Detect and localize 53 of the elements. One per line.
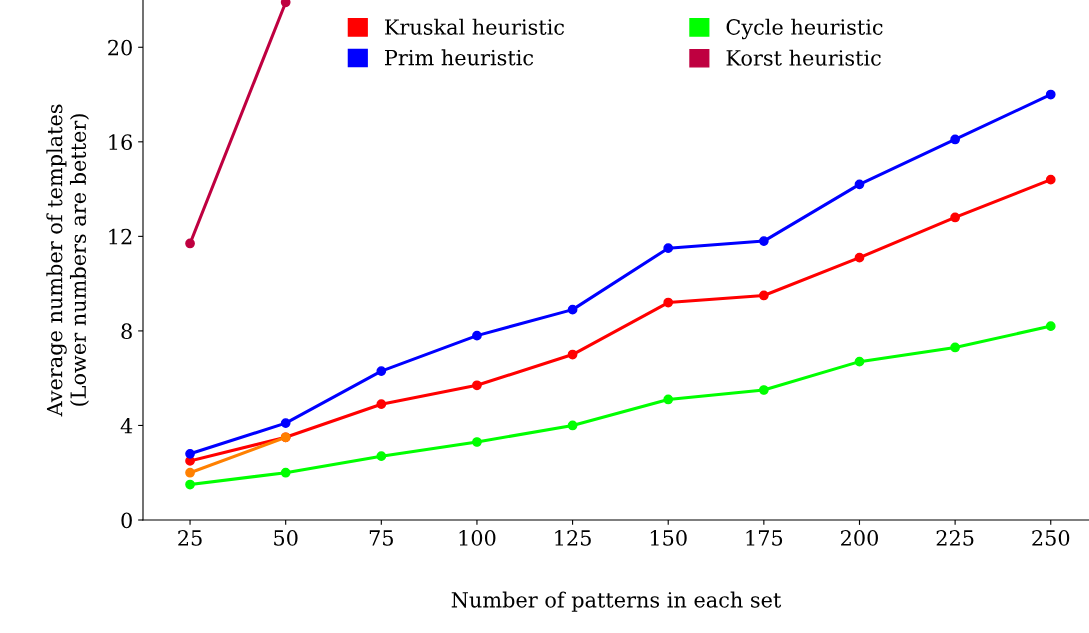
y-tick-label: 0: [121, 512, 132, 529]
point: [950, 134, 960, 145]
point: [472, 380, 482, 391]
x-tick-label: 150: [650, 530, 687, 546]
x-tick-label: 125: [555, 530, 591, 546]
point: [1045, 321, 1056, 332]
x-tick-label: 175: [746, 530, 783, 546]
x-tick-label: 225: [936, 530, 974, 546]
y-tick-label: 20: [108, 39, 132, 56]
point: [758, 236, 769, 246]
x-tick-label: 100: [459, 530, 496, 546]
point: [1045, 174, 1056, 185]
point: [472, 330, 482, 341]
point: [376, 399, 387, 410]
point: [567, 304, 578, 315]
point: [185, 448, 195, 459]
x-tick-label: 25: [178, 530, 202, 546]
point: [185, 479, 195, 490]
y-tick-label: 12: [109, 228, 132, 245]
point: [758, 290, 769, 301]
point: [854, 179, 865, 190]
point: [663, 394, 674, 405]
point: [280, 418, 291, 428]
x-tick-label: 200: [841, 530, 878, 546]
point: [472, 437, 482, 447]
point: [376, 451, 387, 462]
point: [280, 0, 291, 8]
point: [376, 366, 387, 376]
legend-label: Kruskal heuristic: [384, 18, 565, 35]
point: [185, 467, 195, 478]
point: [950, 212, 960, 223]
legend-label: Korst heuristic: [726, 49, 881, 66]
point: [663, 243, 674, 254]
legend-label: Cycle heuristic: [726, 18, 883, 40]
y-tick-label: 8: [121, 323, 132, 340]
x-tick-label: 250: [1032, 530, 1070, 546]
point: [185, 238, 195, 249]
point: [567, 349, 578, 360]
point: [1045, 89, 1056, 100]
x-axis-title: Number of patterns in each set: [451, 591, 782, 612]
point: [280, 467, 291, 478]
point: [854, 252, 865, 263]
y-axis-title: Average number of templates (Lower numbers are better): [46, 104, 90, 417]
y-tick-label: 4: [120, 417, 133, 434]
point: [567, 420, 578, 431]
x-tick-label: 75: [369, 530, 393, 546]
point: [663, 297, 674, 308]
point: [950, 342, 960, 353]
point: [854, 356, 865, 367]
x-tick-label: 50: [274, 530, 298, 546]
point: [758, 385, 769, 395]
legend-label: Prim heuristic: [384, 49, 534, 66]
y-tick-label: 16: [109, 134, 132, 151]
